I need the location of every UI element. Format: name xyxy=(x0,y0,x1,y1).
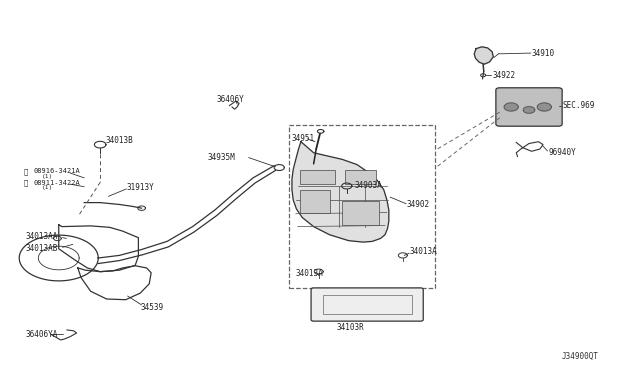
Text: 08911-3422A: 08911-3422A xyxy=(33,180,80,186)
Text: 34951: 34951 xyxy=(292,134,315,143)
Text: 34013A: 34013A xyxy=(296,269,324,278)
Text: 34539: 34539 xyxy=(140,303,163,312)
Text: 34013AA: 34013AA xyxy=(26,232,58,241)
Text: 34902: 34902 xyxy=(406,200,430,209)
Text: 34910: 34910 xyxy=(532,49,555,58)
Bar xyxy=(300,190,330,212)
FancyBboxPatch shape xyxy=(496,88,562,126)
Bar xyxy=(346,170,376,184)
Polygon shape xyxy=(538,103,551,111)
Polygon shape xyxy=(524,107,535,113)
Polygon shape xyxy=(504,103,518,111)
Text: 34903A: 34903A xyxy=(355,181,382,190)
Text: SEC.969: SEC.969 xyxy=(562,101,595,110)
Bar xyxy=(300,170,335,184)
Text: J34900QT: J34900QT xyxy=(562,352,599,361)
Bar xyxy=(323,295,412,314)
Text: (1): (1) xyxy=(42,173,53,179)
Text: 31913Y: 31913Y xyxy=(127,183,155,192)
Text: 34103R: 34103R xyxy=(337,323,364,331)
Polygon shape xyxy=(292,142,389,242)
Polygon shape xyxy=(474,47,493,64)
Text: Ⓝ: Ⓝ xyxy=(24,168,28,174)
FancyBboxPatch shape xyxy=(311,288,423,321)
Text: 36406Y: 36406Y xyxy=(217,95,244,104)
Text: 34922: 34922 xyxy=(492,71,515,80)
Text: 34013A: 34013A xyxy=(409,247,437,256)
Bar xyxy=(289,125,435,288)
Text: Ⓝ: Ⓝ xyxy=(24,180,28,186)
Text: 34013B: 34013B xyxy=(105,136,133,145)
Text: 34013AB: 34013AB xyxy=(26,244,58,253)
Text: 34935M: 34935M xyxy=(208,153,236,162)
Text: 36406YA: 36406YA xyxy=(26,330,58,339)
Text: 08916-3421A: 08916-3421A xyxy=(33,168,80,174)
Bar xyxy=(342,201,380,225)
Text: (1): (1) xyxy=(42,185,53,190)
Text: 96940Y: 96940Y xyxy=(548,148,576,157)
